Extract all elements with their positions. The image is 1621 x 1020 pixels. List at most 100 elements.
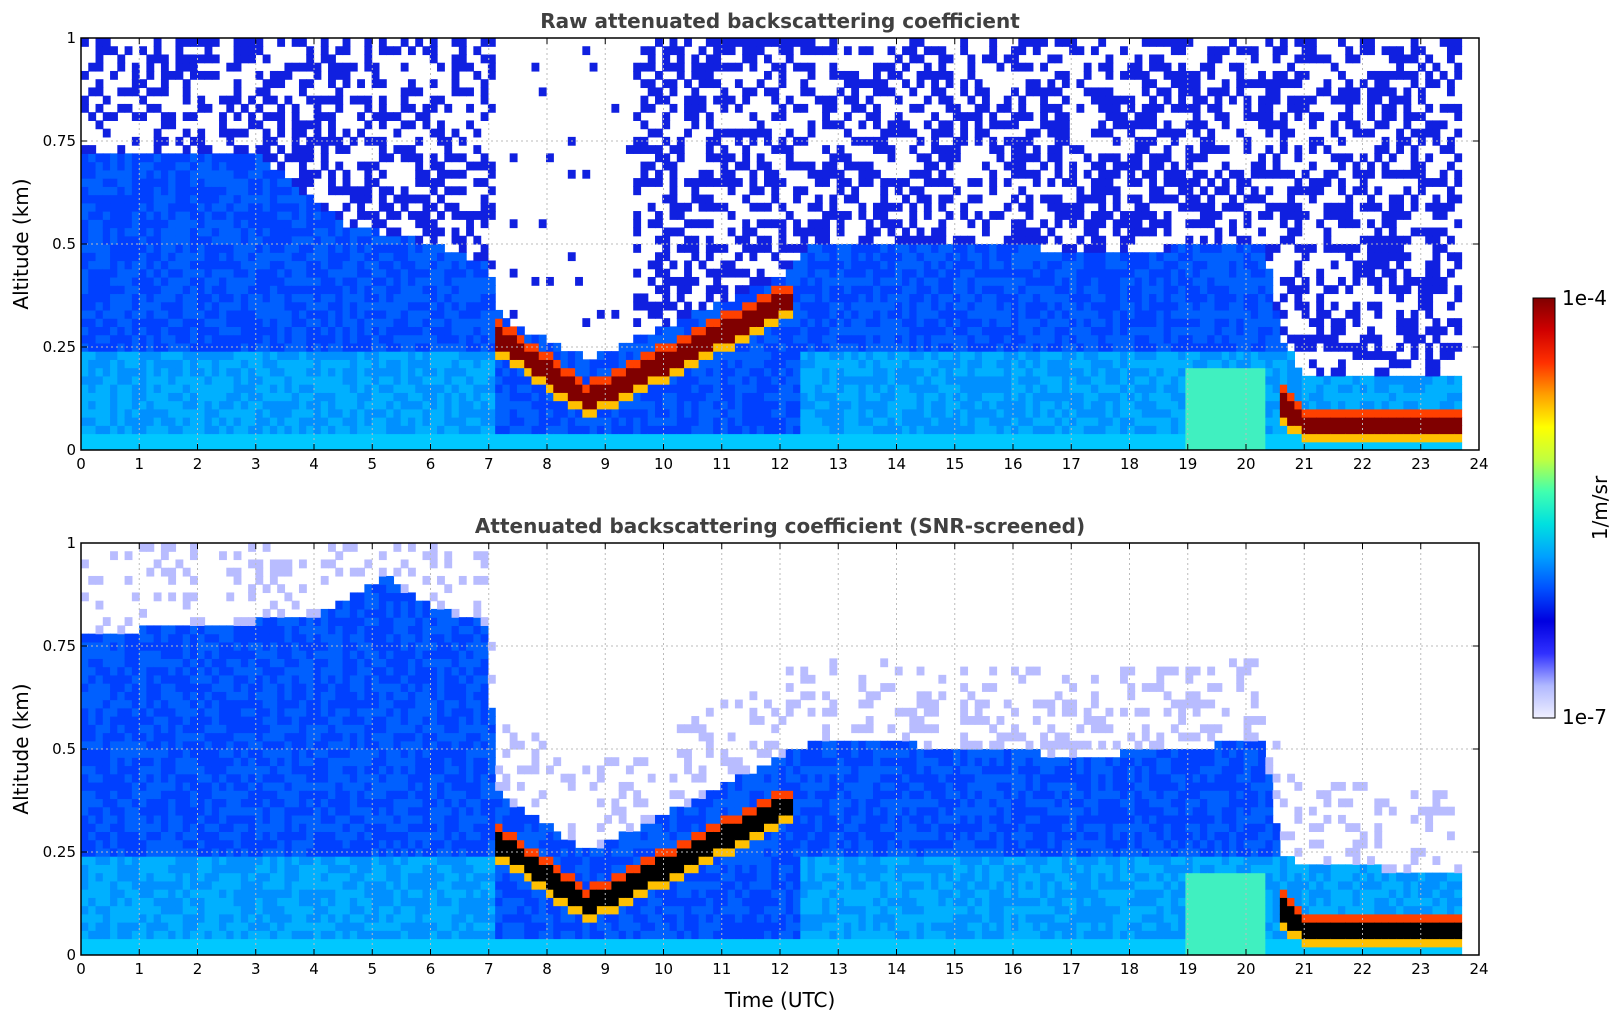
heatmap-cell xyxy=(226,276,235,286)
heatmap-cell xyxy=(386,235,395,245)
heatmap-cell xyxy=(807,351,816,360)
heatmap-cell xyxy=(429,244,438,253)
heatmap-cell xyxy=(713,62,722,72)
heatmap-cell xyxy=(364,375,373,385)
heatmap-cell xyxy=(967,392,976,402)
heatmap-cell xyxy=(843,441,852,450)
heatmap-cell xyxy=(153,309,162,319)
heatmap-cell xyxy=(778,219,787,229)
heatmap-cell xyxy=(713,79,722,89)
heatmap-cell xyxy=(720,38,729,47)
heatmap-cell xyxy=(923,309,932,319)
heatmap-cell xyxy=(807,367,816,377)
heatmap-cell xyxy=(764,128,772,138)
heatmap-cell xyxy=(647,441,656,450)
heatmap-cell xyxy=(422,425,431,435)
heatmap-cell xyxy=(771,375,780,385)
heatmap-cell xyxy=(95,38,104,47)
heatmap-cell xyxy=(480,433,489,443)
heatmap-cell xyxy=(887,268,896,278)
heatmap-cell xyxy=(1069,359,1078,369)
heatmap-cell xyxy=(349,351,358,360)
heatmap-cell xyxy=(989,293,998,303)
heatmap-cell xyxy=(1120,441,1128,450)
heatmap-cell xyxy=(1076,351,1085,360)
heatmap-cell xyxy=(233,145,242,154)
heatmap-cell xyxy=(952,400,961,410)
heatmap-cell xyxy=(233,367,242,377)
heatmap-cell xyxy=(335,46,344,56)
heatmap-cell xyxy=(298,318,307,327)
heatmap-cell xyxy=(996,260,1005,270)
heatmap-cell xyxy=(720,293,729,303)
heatmap-cell xyxy=(509,375,518,385)
heatmap-cell xyxy=(938,54,947,64)
heatmap-cell xyxy=(1040,318,1048,327)
heatmap-cell xyxy=(182,408,191,418)
heatmap-cell xyxy=(524,408,533,418)
heatmap-cell xyxy=(407,145,416,154)
heatmap-cell xyxy=(422,309,431,319)
heatmap-cell xyxy=(1127,103,1136,113)
heatmap-cell xyxy=(146,276,155,286)
heatmap-cell xyxy=(342,70,351,80)
heatmap-cell xyxy=(1011,433,1019,443)
heatmap-cell xyxy=(393,318,402,327)
heatmap-cell xyxy=(422,120,431,130)
heatmap-cell xyxy=(364,136,373,146)
heatmap-cell xyxy=(378,417,387,426)
heatmap-cell xyxy=(1076,46,1085,56)
heatmap-cell xyxy=(291,178,300,187)
heatmap-cell xyxy=(291,309,300,319)
heatmap-cell xyxy=(139,408,147,418)
heatmap-cell xyxy=(306,384,315,393)
heatmap-cell xyxy=(160,351,169,360)
heatmap-cell xyxy=(189,334,198,344)
heatmap-cell xyxy=(996,359,1005,369)
heatmap-cell xyxy=(473,252,482,262)
heatmap-cell xyxy=(771,145,780,154)
heatmap-cell xyxy=(81,161,89,171)
heatmap-cell xyxy=(269,219,278,229)
heatmap-cell xyxy=(1003,252,1012,262)
heatmap-cell xyxy=(291,211,300,220)
heatmap-cell xyxy=(1061,244,1070,253)
heatmap-cell xyxy=(153,38,162,47)
heatmap-cell xyxy=(902,252,910,262)
heatmap-cell xyxy=(996,301,1005,311)
heatmap-cell xyxy=(182,87,191,97)
heatmap-cell xyxy=(945,211,954,220)
heatmap-cell xyxy=(567,169,576,179)
heatmap-cell xyxy=(872,276,881,286)
heatmap-cell xyxy=(444,260,453,270)
heatmap-cell xyxy=(219,202,227,212)
heatmap-cell xyxy=(720,103,729,113)
heatmap-cell xyxy=(342,441,351,450)
heatmap-cell xyxy=(996,285,1005,295)
heatmap-cell xyxy=(909,384,918,393)
heatmap-cell xyxy=(211,400,220,410)
heatmap-cell xyxy=(1105,359,1114,369)
heatmap-cell xyxy=(822,334,830,344)
heatmap-cell xyxy=(720,334,729,344)
heatmap-cell xyxy=(284,186,293,196)
heatmap-cell xyxy=(371,334,380,344)
heatmap-cell xyxy=(182,260,191,270)
heatmap-cell xyxy=(1054,417,1063,426)
heatmap-cell xyxy=(81,326,89,336)
heatmap-cell xyxy=(269,334,278,344)
heatmap-cell xyxy=(473,128,482,138)
heatmap-cell xyxy=(357,235,365,245)
heatmap-cell xyxy=(168,227,177,237)
heatmap-cell xyxy=(676,54,685,64)
heatmap-cell xyxy=(139,351,147,360)
heatmap-cell xyxy=(139,186,147,196)
heatmap-cell xyxy=(967,244,976,253)
heatmap-cell xyxy=(306,309,315,319)
heatmap-cell xyxy=(1011,268,1019,278)
heatmap-cell xyxy=(836,70,845,80)
heatmap-cell xyxy=(1105,318,1114,327)
heatmap-cell xyxy=(248,178,256,187)
heatmap-cell xyxy=(291,359,300,369)
heatmap-cell xyxy=(88,384,97,393)
